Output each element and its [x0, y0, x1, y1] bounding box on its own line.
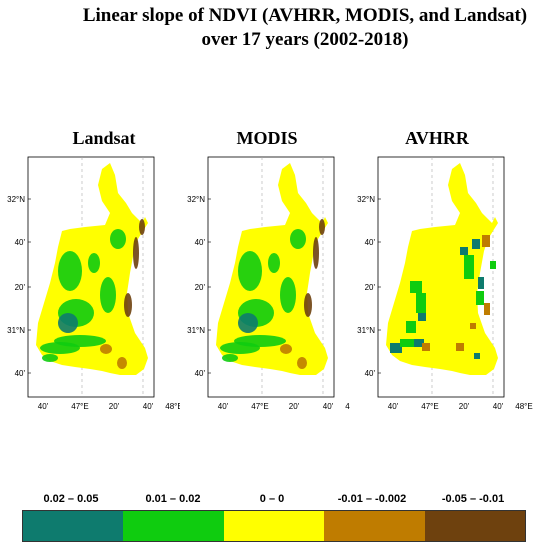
legend-swatch-3	[223, 511, 325, 541]
lat-tick-label: 20'	[195, 283, 206, 292]
ndvi-patch	[54, 335, 106, 347]
legend-swatch-2	[123, 511, 224, 541]
figure-title: Linear slope of NDVI (AVHRR, MODIS, and …	[0, 4, 550, 52]
ndvi-cell	[464, 255, 474, 279]
landsat-map-svg: 32°N 40' 20' 31°N 40' 40' 47°E 20' 40' 48°E	[7, 156, 183, 411]
lon-tick-label: 20'	[109, 402, 120, 411]
ndvi-cell	[414, 339, 424, 347]
ndvi-patch	[313, 237, 319, 269]
map-landsat: 32°N 40' 20' 31°N 40' 40' 47°E 20' 40' 48°E	[0, 150, 185, 420]
map-frame	[207, 156, 335, 398]
lat-tick-label: 31°N	[357, 326, 375, 335]
modis-map-svg: 32°N40'20'31°N40'40'47°E20'40'48°E	[187, 156, 363, 411]
legend-label-4: -0.01 – -0.002	[337, 493, 407, 505]
lat-tick-label: 40'	[365, 238, 376, 247]
legend-label-5: -0.05 – -0.01	[441, 493, 505, 505]
panel-title-landsat: Landsat	[72, 128, 136, 148]
legend-label-1: 0.02 – 0.05	[43, 493, 99, 505]
title-line-2: over 17 years (2002-2018)	[201, 29, 409, 50]
ndvi-cell	[456, 343, 464, 351]
ndvi-cell	[418, 313, 426, 321]
legend-swatch-4	[324, 511, 425, 541]
ndvi-patch	[42, 354, 58, 362]
lat-tick-label: 40'	[15, 369, 26, 378]
legend-swatch-1	[23, 511, 124, 541]
ndvi-patch	[268, 253, 280, 273]
ndvi-patch	[319, 219, 325, 235]
ndvi-patch	[222, 354, 238, 362]
ndvi-cell	[472, 239, 480, 249]
lat-tick-label: 40'	[365, 369, 376, 378]
ndvi-cell	[460, 247, 468, 255]
panel-title-avhrr: AVHRR	[405, 128, 469, 148]
legend-colorbar	[22, 510, 526, 542]
ndvi-patch	[280, 344, 292, 354]
legend-label-2: 0.01 – 0.02	[145, 493, 201, 505]
lon-tick-label: 47°E	[421, 402, 438, 411]
lat-tick-label: 20'	[15, 283, 26, 292]
lon-tick-label: 48°E	[165, 402, 182, 411]
ndvi-patch	[280, 277, 296, 313]
map-modis: 32°N40'20'31°N40'40'47°E20'40'48°E	[180, 150, 365, 420]
lat-tick-label: 20'	[365, 283, 376, 292]
lon-tick-label: 20'	[459, 402, 470, 411]
ndvi-patch	[133, 237, 139, 269]
lon-tick-label: 40'	[38, 402, 49, 411]
map-frame	[377, 156, 505, 398]
ndvi-patch	[304, 293, 312, 317]
ndvi-cell	[406, 321, 416, 333]
lat-tick-label: 32°N	[187, 195, 205, 204]
ndvi-patch	[297, 357, 307, 369]
ndvi-cell	[490, 261, 496, 269]
lat-tick-label: 32°N	[7, 195, 25, 204]
ndvi-patch	[238, 251, 262, 291]
ndvi-cell	[422, 343, 430, 351]
ndvi-patch	[124, 293, 132, 317]
lat-tick-label: 32°N	[357, 195, 375, 204]
lat-tick-label: 31°N	[187, 326, 205, 335]
ndvi-patch	[139, 219, 145, 235]
ndvi-patch	[58, 313, 78, 333]
lon-tick-label: 40'	[493, 402, 504, 411]
panel-title-modis: MODIS	[236, 128, 298, 148]
map-avhrr: 32°N 40' 20' 31°N 40' 40' 47°E 20' 40' 48°E	[350, 150, 540, 420]
lon-tick-label: 48°E	[515, 402, 532, 411]
ndvi-cell	[410, 281, 422, 293]
ndvi-patch	[88, 253, 100, 273]
legend-swatch-5	[424, 511, 526, 541]
lon-tick-label: 47°E	[71, 402, 88, 411]
lon-tick-label: 40'	[323, 402, 334, 411]
ndvi-cell	[478, 277, 484, 289]
lon-tick-label: 40'	[143, 402, 154, 411]
ndvi-cell	[416, 293, 426, 313]
ndvi-patch	[58, 251, 82, 291]
lon-tick-label: 20'	[289, 402, 300, 411]
ndvi-cell	[474, 353, 480, 359]
map-frame	[27, 156, 155, 398]
lon-tick-label: 40'	[218, 402, 229, 411]
lon-tick-label: 40'	[388, 402, 399, 411]
ndvi-cell	[484, 303, 490, 315]
avhrr-map-svg: 32°N 40' 20' 31°N 40' 40' 47°E 20' 40' 48°E	[357, 156, 533, 411]
ndvi-patch	[234, 335, 286, 347]
ndvi-patch	[238, 313, 258, 333]
ndvi-patch	[100, 277, 116, 313]
title-line-1: Linear slope of NDVI (AVHRR, MODIS, and …	[82, 5, 528, 26]
ndvi-patch	[100, 344, 112, 354]
legend-label-3: 0 – 0	[259, 493, 285, 505]
lat-tick-label: 40'	[195, 369, 206, 378]
ndvi-cell	[400, 339, 414, 347]
lat-tick-label: 40'	[195, 238, 206, 247]
ndvi-cell	[482, 235, 490, 247]
lat-tick-label: 40'	[15, 238, 26, 247]
ndvi-patch	[117, 357, 127, 369]
ndvi-cell	[476, 291, 484, 305]
ndvi-patch	[290, 229, 306, 249]
ndvi-cell	[470, 323, 476, 329]
ndvi-cell	[390, 343, 402, 353]
lat-tick-label: 31°N	[7, 326, 25, 335]
lon-tick-label: 47°E	[251, 402, 268, 411]
ndvi-patch	[110, 229, 126, 249]
